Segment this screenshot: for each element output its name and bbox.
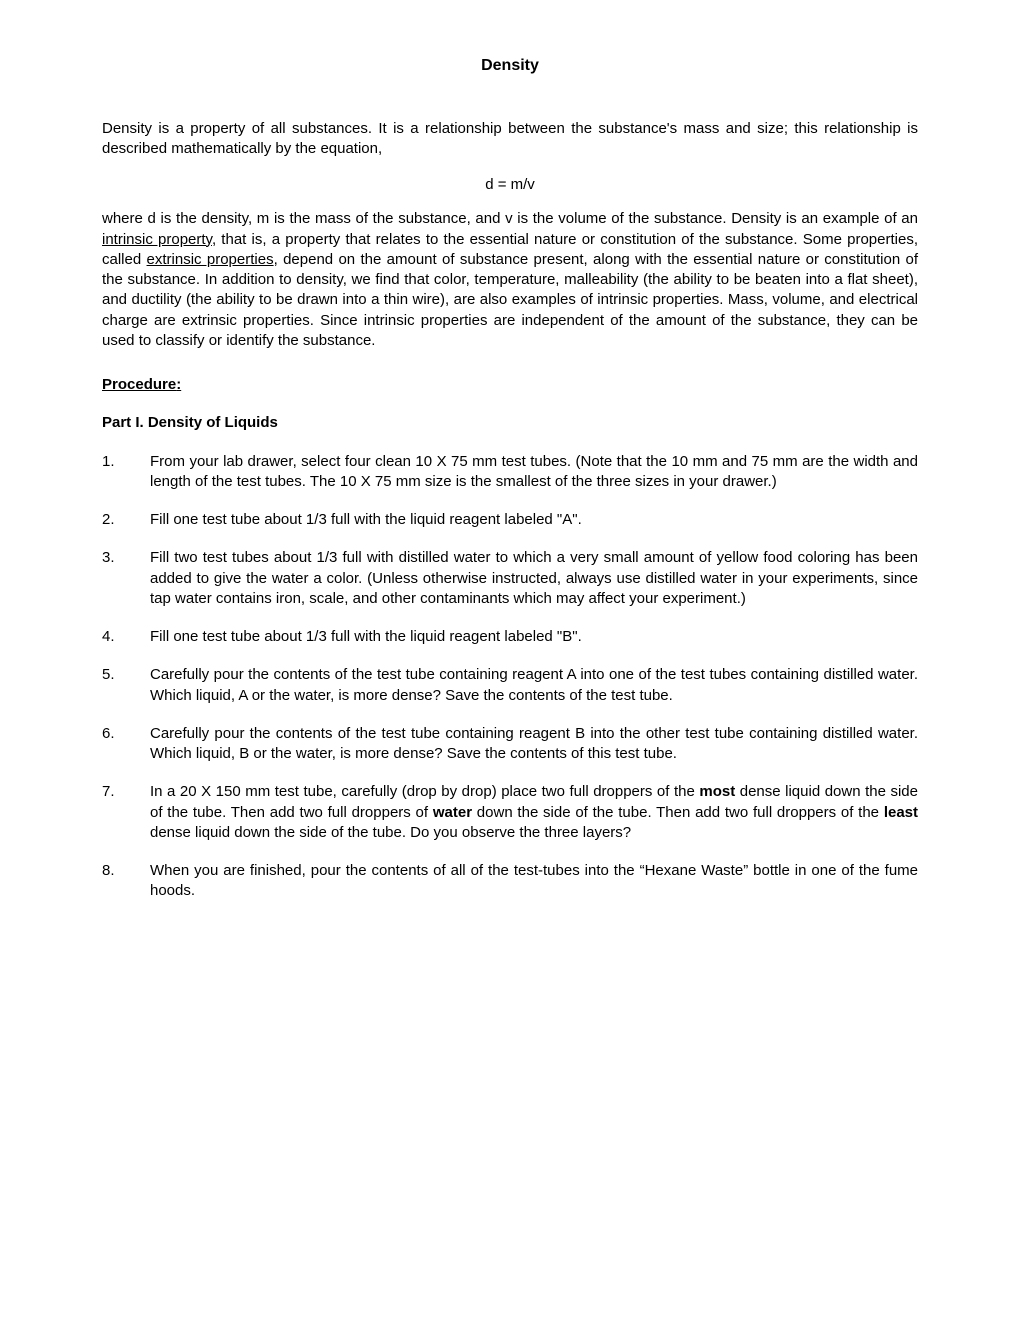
intrinsic-property-term: intrinsic property: [102, 231, 212, 248]
step-number: 7.: [102, 782, 150, 843]
step-5: 5. Carefully pour the contents of the te…: [102, 665, 918, 706]
extrinsic-properties-term: extrinsic properties: [147, 251, 274, 268]
step-number: 2.: [102, 510, 150, 530]
step-number: 4.: [102, 627, 150, 647]
step-text: Fill two test tubes about 1/3 full with …: [150, 548, 918, 609]
step7-text-d: down the side of the tube. Then add two …: [472, 804, 884, 821]
step-number: 3.: [102, 548, 150, 609]
procedure-heading: Procedure:: [102, 375, 918, 395]
step-text: When you are finished, pour the contents…: [150, 861, 918, 902]
step-text: Carefully pour the contents of the test …: [150, 665, 918, 706]
step-6: 6. Carefully pour the contents of the te…: [102, 724, 918, 765]
intro-paragraph: Density is a property of all substances.…: [102, 119, 918, 160]
step-text: From your lab drawer, select four clean …: [150, 452, 918, 493]
part1-heading: Part I. Density of Liquids: [102, 413, 918, 433]
step-3: 3. Fill two test tubes about 1/3 full wi…: [102, 548, 918, 609]
step-number: 8.: [102, 861, 150, 902]
page-title: Density: [102, 55, 918, 77]
step-1: 1. From your lab drawer, select four cle…: [102, 452, 918, 493]
step7-bold-most: most: [699, 783, 735, 800]
step-number: 6.: [102, 724, 150, 765]
step-number: 1.: [102, 452, 150, 493]
density-equation: d = m/v: [102, 175, 918, 195]
step-text: Fill one test tube about 1/3 full with t…: [150, 627, 918, 647]
definition-paragraph: where d is the density, m is the mass of…: [102, 209, 918, 351]
para2-text-a: where d is the density, m is the mass of…: [102, 210, 918, 227]
step7-text-a: In a 20 X 150 mm test tube, carefully (d…: [150, 783, 699, 800]
step-text: In a 20 X 150 mm test tube, carefully (d…: [150, 782, 918, 843]
step7-bold-least: least: [884, 804, 918, 821]
step-7: 7. In a 20 X 150 mm test tube, carefully…: [102, 782, 918, 843]
step-2: 2. Fill one test tube about 1/3 full wit…: [102, 510, 918, 530]
step7-bold-water: water: [433, 804, 472, 821]
step-8: 8. When you are finished, pour the conte…: [102, 861, 918, 902]
procedure-heading-text: Procedure: [102, 376, 176, 393]
document-page: Density Density is a property of all sub…: [0, 0, 1020, 1320]
step-number: 5.: [102, 665, 150, 706]
step-4: 4. Fill one test tube about 1/3 full wit…: [102, 627, 918, 647]
step7-text-e: dense liquid down the side of the tube. …: [150, 824, 631, 841]
step-text: Carefully pour the contents of the test …: [150, 724, 918, 765]
step-text: Fill one test tube about 1/3 full with t…: [150, 510, 918, 530]
